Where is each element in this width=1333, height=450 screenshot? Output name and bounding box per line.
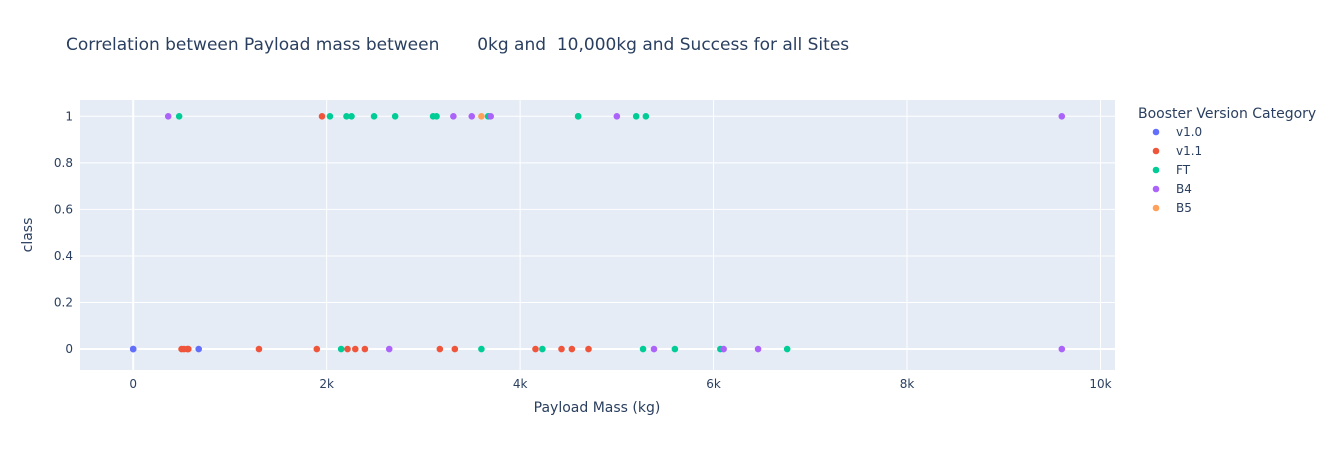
data-point[interactable]	[1058, 345, 1066, 353]
data-point[interactable]	[195, 345, 202, 353]
x-tick-label: 0	[129, 377, 137, 391]
data-point[interactable]	[478, 112, 485, 120]
y-tick-label: 0.2	[54, 296, 73, 310]
series-v1-1	[178, 112, 592, 353]
legend-item[interactable]: v1.0	[1152, 125, 1202, 139]
data-point[interactable]	[129, 345, 137, 353]
data-point[interactable]	[632, 112, 640, 120]
x-tick-label: 8k	[900, 377, 915, 391]
data-point[interactable]	[185, 345, 192, 353]
y-tick-label: 0.6	[54, 202, 73, 216]
y-tick-labels: 0 0.2 0.4 0.6 0.8 1	[54, 109, 73, 356]
data-point[interactable]	[370, 112, 378, 120]
data-point[interactable]	[451, 345, 459, 353]
data-point[interactable]	[783, 345, 791, 353]
data-point[interactable]	[642, 112, 650, 120]
x-tick-label: 10k	[1089, 377, 1111, 391]
y-tick-label: 0.4	[54, 249, 73, 263]
legend-item[interactable]: v1.1	[1152, 144, 1202, 158]
series-b4	[164, 112, 1066, 353]
data-point[interactable]	[671, 345, 679, 353]
legend-marker	[1152, 204, 1160, 212]
data-point[interactable]	[585, 345, 592, 353]
y-axis-title: class	[20, 218, 36, 253]
data-point[interactable]	[650, 345, 658, 353]
legend-item[interactable]: FT	[1152, 163, 1191, 177]
y-tick-label: 0	[65, 342, 73, 356]
data-point[interactable]	[433, 112, 440, 120]
data-point[interactable]	[337, 345, 345, 353]
data-point[interactable]	[720, 345, 727, 353]
data-point[interactable]	[568, 345, 576, 353]
data-point[interactable]	[487, 112, 495, 120]
data-point[interactable]	[539, 345, 546, 353]
legend-label: FT	[1176, 163, 1191, 177]
data-point[interactable]	[478, 345, 485, 353]
data-point[interactable]	[574, 112, 582, 120]
data-point[interactable]	[313, 345, 321, 353]
y-tick-label: 1	[65, 109, 73, 123]
x-tick-label: 4k	[513, 377, 528, 391]
series-v1-0	[129, 345, 202, 353]
data-point[interactable]	[391, 112, 399, 120]
legend-marker	[1152, 166, 1160, 174]
legend-marker	[1152, 128, 1160, 136]
legend-item[interactable]: B5	[1152, 201, 1192, 215]
data-point[interactable]	[164, 112, 172, 120]
x-tick-label: 2k	[319, 377, 334, 391]
data-point[interactable]	[1058, 112, 1066, 120]
legend-item[interactable]: B4	[1152, 182, 1192, 196]
data-point[interactable]	[436, 345, 444, 353]
data-point[interactable]	[318, 112, 326, 120]
legend-label: B5	[1176, 201, 1192, 215]
data-point[interactable]	[613, 112, 621, 120]
x-tick-label: 6k	[706, 377, 721, 391]
data-point[interactable]	[639, 345, 647, 353]
legend[interactable]: v1.0 v1.1 FT B4 B5	[1152, 125, 1202, 215]
data-point[interactable]	[175, 112, 183, 120]
data-point[interactable]	[385, 345, 393, 353]
plot-area	[80, 100, 1115, 370]
data-point[interactable]	[558, 345, 565, 353]
data-point[interactable]	[468, 112, 476, 120]
data-point[interactable]	[361, 345, 369, 353]
legend-title: Booster Version Category	[1138, 106, 1316, 122]
legend-marker	[1152, 147, 1160, 155]
data-point[interactable]	[326, 112, 334, 120]
x-tick-labels: 0 2k 4k 6k 8k 10k	[129, 377, 1111, 391]
data-points[interactable]	[129, 112, 1066, 353]
gridlines	[80, 100, 1115, 370]
data-point[interactable]	[255, 345, 263, 353]
legend-marker	[1152, 185, 1160, 193]
legend-label: v1.0	[1176, 125, 1202, 139]
series-b5	[478, 112, 485, 120]
y-tick-label: 0.8	[54, 156, 73, 170]
legend-label: v1.1	[1176, 144, 1202, 158]
data-point[interactable]	[754, 345, 762, 353]
data-point[interactable]	[343, 112, 350, 120]
x-axis-title: Payload Mass (kg)	[534, 400, 661, 416]
data-point[interactable]	[532, 345, 539, 353]
data-point[interactable]	[344, 345, 351, 353]
legend-label: B4	[1176, 182, 1192, 196]
data-point[interactable]	[348, 112, 355, 120]
data-point[interactable]	[450, 112, 457, 120]
data-point[interactable]	[351, 345, 359, 353]
chart-title: Correlation between Payload mass between…	[66, 35, 849, 55]
